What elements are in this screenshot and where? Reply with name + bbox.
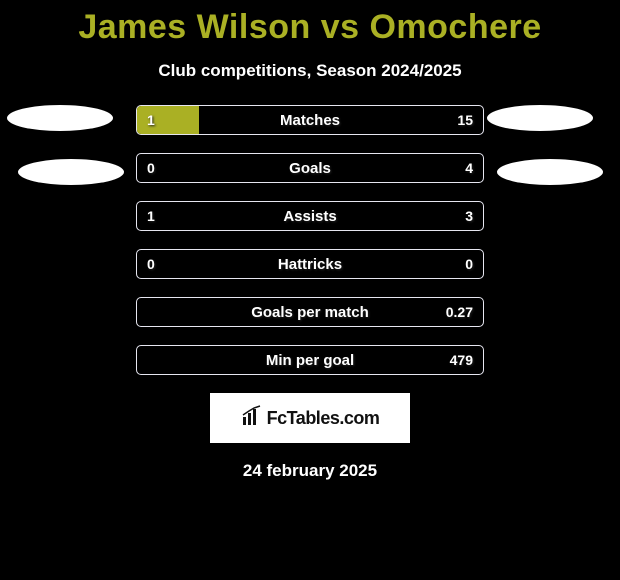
stat-value-right: 479 (450, 352, 473, 368)
stat-label: Goals per match (251, 304, 369, 321)
stat-value-right: 0.27 (446, 304, 473, 320)
stat-row: 1 Assists 3 (136, 201, 484, 231)
branding-text: FcTables.com (267, 408, 380, 429)
stat-value-right: 15 (457, 112, 473, 128)
stat-value-left: 1 (147, 112, 155, 128)
branding-box[interactable]: FcTables.com (210, 393, 410, 443)
stat-row: Goals per match 0.27 (136, 297, 484, 327)
stat-value-right: 4 (465, 160, 473, 176)
player-photo-placeholder (497, 159, 603, 185)
stat-value-right: 0 (465, 256, 473, 272)
stat-label: Matches (280, 112, 340, 129)
subtitle: Club competitions, Season 2024/2025 (0, 61, 620, 81)
stat-value-left: 1 (147, 208, 155, 224)
stat-label: Goals (289, 160, 331, 177)
date-text: 24 february 2025 (0, 461, 620, 481)
stat-value-left: 0 (147, 256, 155, 272)
player-photo-placeholder (18, 159, 124, 185)
stat-label: Min per goal (266, 352, 354, 369)
player-photo-placeholder (487, 105, 593, 131)
stat-row: 0 Goals 4 (136, 153, 484, 183)
player-photo-placeholder (7, 105, 113, 131)
stat-label: Assists (283, 208, 336, 225)
chart-icon (241, 405, 263, 432)
page-title: James Wilson vs Omochere (0, 0, 620, 47)
stat-value-left: 0 (147, 160, 155, 176)
stat-row: 1 Matches 15 (136, 105, 484, 135)
stat-value-right: 3 (465, 208, 473, 224)
stat-row: Min per goal 479 (136, 345, 484, 375)
stat-row: 0 Hattricks 0 (136, 249, 484, 279)
compare-area: 1 Matches 15 0 Goals 4 1 Assists 3 0 Hattricks 0 Goa… (0, 105, 620, 375)
stat-label: Hattricks (278, 256, 342, 273)
